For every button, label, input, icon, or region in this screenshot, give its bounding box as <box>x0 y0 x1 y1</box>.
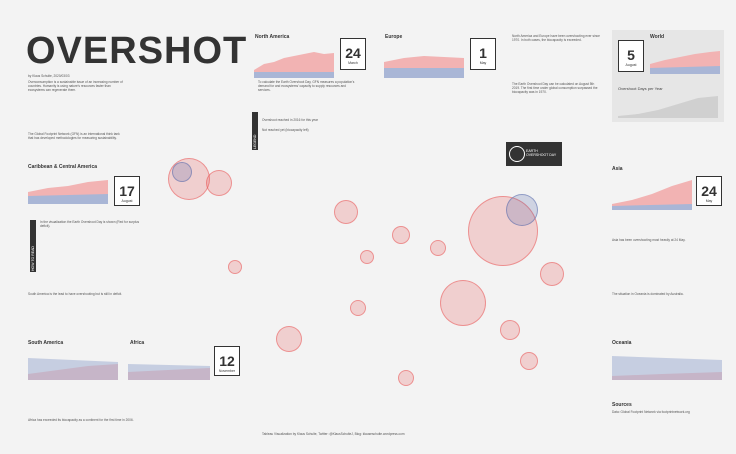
legend-vertical-label: LEGEND <box>252 112 258 150</box>
intro-text: Overconsumption is a sustainable issue o… <box>28 80 123 92</box>
north-america-chart <box>254 44 334 78</box>
byline: by Klaus Schulte, 2020/03/03 <box>28 74 70 78</box>
oceania-text: The situation in Oceania is dominated by… <box>612 292 684 296</box>
bubble-europe <box>334 200 358 224</box>
north-america-label: North America <box>255 34 290 40</box>
world-overshoot-month: August <box>625 63 637 67</box>
europe-chart <box>384 44 464 78</box>
europe-overshoot-month: May <box>479 61 487 65</box>
africa-overshoot-box: 12 November <box>214 346 240 376</box>
caribbean-overshoot-month: August <box>121 199 133 203</box>
earth-overshoot-text: To calculate the Earth Overshoot Day, GF… <box>258 80 355 92</box>
africa-overshoot-day: 12 <box>219 353 235 369</box>
earth-overshoot-badge: EARTH OVERSHOOT DAY <box>506 142 562 166</box>
north-america-overshoot-day: 24 <box>345 45 361 61</box>
north-america-overshoot-month: March <box>348 61 358 65</box>
bubble-india <box>440 280 486 326</box>
bubble-misc-1 <box>398 370 414 386</box>
south-america-chart <box>28 348 118 380</box>
asia-label: Asia <box>612 166 623 172</box>
sources-text: Data: Global Footprint Network via footp… <box>612 410 690 414</box>
europe-overshoot-box: 1 May <box>470 38 496 70</box>
bubble-brazil <box>276 326 302 352</box>
bubble-russia <box>506 194 538 226</box>
africa-overshoot-month: November <box>218 369 236 373</box>
caribbean-overshoot-day: 17 <box>119 183 135 199</box>
caribbean-overshoot-box: 17 August <box>114 176 140 206</box>
world-chart <box>650 42 720 74</box>
north-america-overshoot-box: 24 March <box>340 38 366 70</box>
world-overshoot-box: 5 August <box>618 40 644 72</box>
footer-credit: Tableau Visualization by Klaus Schulte, … <box>262 432 405 436</box>
page-title: OVERSHOT <box>26 30 248 72</box>
oceania-chart <box>612 348 722 380</box>
asia-text: Asia has been overshooting most heavily … <box>612 238 686 242</box>
europe-label: Europe <box>385 34 403 40</box>
caribbean-text: In the visualization the Earth Overshoot… <box>40 220 140 228</box>
bubble-misc-4 <box>360 250 374 264</box>
asia-overshoot-box: 24 May <box>696 176 722 206</box>
how-to-read-label: HOW TO READ <box>30 220 36 272</box>
world-label: World <box>650 34 665 40</box>
asia-chart <box>612 174 692 210</box>
world-overshoot-day: 5 <box>627 47 635 63</box>
bubble-indonesia <box>500 320 520 340</box>
africa-label: Africa <box>130 340 145 346</box>
asia-overshoot-month: May <box>705 199 713 203</box>
africa-chart <box>128 348 210 380</box>
world-overshoot-trend <box>618 92 718 118</box>
europe-overshoot-day: 1 <box>479 45 487 61</box>
bubble-japan <box>540 262 564 286</box>
globe-icon <box>509 146 525 162</box>
south-america-text: South America is the lead to have oversh… <box>28 292 123 296</box>
bubble-africa <box>350 300 366 316</box>
bubble-misc-3 <box>430 240 446 256</box>
legend-not-reached: Not reached yet (biocapacity left) <box>262 128 309 132</box>
bubble-north-america-bio <box>172 162 192 182</box>
world-text: The Earth Overshoot Day can be calculate… <box>512 82 598 94</box>
caribbean-label: Caribbean & Central America <box>28 164 98 170</box>
legend-reached: Overshoot reached in 2016 for this year <box>262 118 318 122</box>
world-chart-label: Overshoot Days per Year <box>618 86 663 91</box>
north-america-europe-text: North America and Europe have been overs… <box>512 34 600 42</box>
oceania-label: Oceania <box>612 340 632 346</box>
bubble-australia <box>520 352 538 370</box>
gfn-text: The Global Footprint Network (GFN) is an… <box>28 132 120 140</box>
earth-overshoot-badge-label: EARTH OVERSHOOT DAY <box>526 149 557 157</box>
bubble-misc-2 <box>392 226 410 244</box>
south-america-label: South America <box>28 340 64 346</box>
caribbean-chart <box>28 172 108 204</box>
bubble-mexico <box>228 260 242 274</box>
bubble-caribbean <box>206 170 232 196</box>
asia-overshoot-day: 24 <box>701 183 717 199</box>
south-america-footnote: Africa has exceeded its biocapacity as a… <box>28 418 134 422</box>
sources-label: Sources <box>612 402 632 408</box>
